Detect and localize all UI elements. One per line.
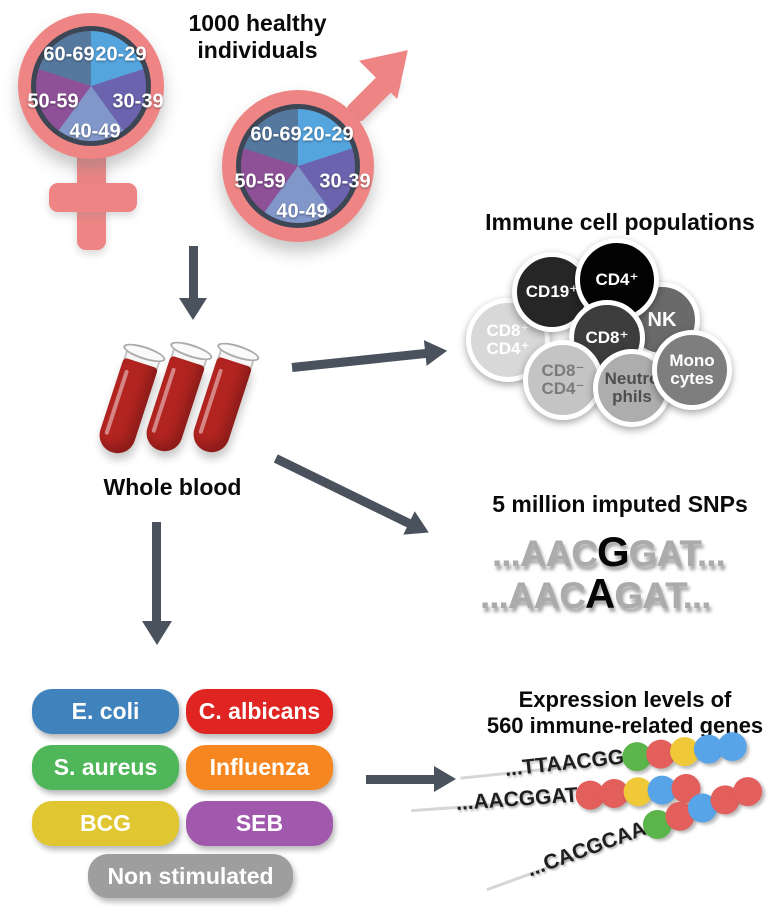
snp-seq2-variant: A — [585, 570, 615, 617]
immune-cells-title: Immune cell populations — [485, 209, 755, 235]
male-age-pie: 20-29 30-39 40-49 50-59 60-69 — [234, 109, 371, 223]
age-label-40-49: 40-49 — [276, 200, 328, 223]
blue-expression-dot — [716, 730, 748, 763]
gene-sequence: ...CACGCAA — [523, 817, 650, 882]
age-label-30-39: 30-39 — [112, 90, 164, 113]
stimulus-label: Influenza — [209, 754, 310, 780]
snp-seq1-prefix: ...AAC — [492, 533, 598, 574]
gene-sequence: ...AACGGAT — [455, 783, 579, 815]
cell-label: Neutro phils — [604, 369, 660, 406]
title-line1: 1000 healthy — [188, 10, 327, 36]
snp-seq1-suffix: GAT... — [628, 533, 726, 574]
age-label-20-29: 20-29 — [302, 123, 354, 146]
cell-label: Mono cytes — [669, 351, 715, 388]
female-age-pie: 20-29 30-39 40-49 50-59 60-69 — [27, 31, 164, 143]
stimulus-label: E. coli — [71, 698, 140, 724]
age-label-50-59: 50-59 — [27, 90, 79, 113]
arrow-blood-to-immune-cells — [291, 337, 449, 380]
snp-seq2-suffix: GAT... — [614, 575, 711, 616]
arrow-cohort-to-blood-head — [179, 298, 207, 320]
snp-seq1-variant: G — [597, 528, 630, 575]
cell-label: CD19⁺ — [525, 282, 579, 301]
expression-title-line1: Expression levels of — [518, 687, 732, 712]
stimulus-pill-nonstimulated: Non stimulated — [88, 854, 293, 898]
arrow-blood-to-snps — [270, 446, 435, 545]
female-symbol-cross-horizontal — [49, 183, 137, 212]
cell-circle-cd8pos-cd4pos: CD8⁺ CD4⁺ — [466, 298, 550, 382]
stimulus-label: S. aureus — [53, 754, 158, 780]
stimulus-pill-influenza: Influenza — [186, 745, 333, 790]
stimulus-pill-ecoli: E. coli — [32, 689, 179, 734]
age-label-60-69: 60-69 — [250, 123, 302, 146]
stimulus-pill-seb: SEB — [186, 801, 333, 846]
stimulus-pill-bcg: BCG — [32, 801, 179, 846]
arrow-stimulations-to-expression — [366, 766, 456, 792]
cell-label: CD8⁺ CD4⁺ — [486, 321, 530, 358]
age-label-60-69: 60-69 — [43, 43, 95, 66]
stimulus-label: C. albicans — [198, 698, 321, 724]
stimulus-label: Non stimulated — [107, 862, 274, 889]
snp-sequence-1: ...AACGGAT... — [492, 528, 726, 576]
arrow-cohort-to-blood — [189, 246, 198, 298]
title-line2: individuals — [197, 37, 318, 63]
expression-title: Expression levels of 560 immune-related … — [470, 687, 771, 739]
page-title: 1000 healthy individuals — [150, 10, 365, 64]
snps-title: 5 million imputed SNPs — [492, 491, 748, 517]
arrow-blood-to-stimulations — [152, 522, 161, 621]
stimulus-label: SEB — [235, 810, 284, 836]
expression-title-line2: 560 immune-related genes — [486, 713, 764, 738]
cell-circle-cd8neg-cd4neg: CD8⁻ CD4⁻ — [523, 340, 603, 420]
age-label-40-49: 40-49 — [69, 120, 121, 143]
age-label-20-29: 20-29 — [95, 43, 147, 66]
stimulus-pill-saureus: S. aureus — [32, 745, 179, 790]
cell-label: CD4⁺ — [595, 270, 639, 289]
snp-seq2-prefix: ...AAC — [480, 575, 586, 616]
cell-label: CD8⁺ — [585, 328, 629, 347]
arrow-blood-to-stimulations-head — [142, 621, 172, 645]
whole-blood-label: Whole blood — [103, 474, 242, 500]
stimulus-label: BCG — [79, 810, 132, 836]
age-label-50-59: 50-59 — [234, 170, 286, 193]
age-label-30-39: 30-39 — [319, 170, 371, 193]
cell-circle-monocytes: Mono cytes — [652, 330, 732, 410]
cell-label: NK — [647, 309, 677, 331]
stimulus-pill-calbicans: C. albicans — [186, 689, 333, 734]
snp-sequence-2: ...AACAGAT... — [480, 570, 711, 618]
cell-label: CD8⁻ CD4⁻ — [541, 361, 585, 398]
